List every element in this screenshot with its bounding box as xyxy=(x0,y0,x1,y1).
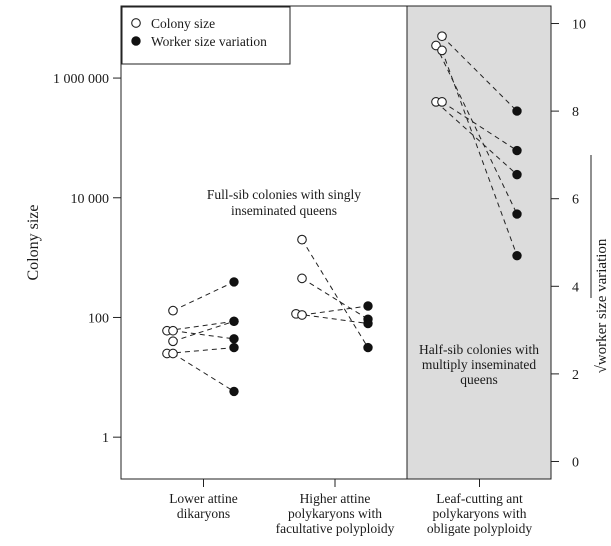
category-label: polykaryons with xyxy=(432,506,526,521)
connector-line xyxy=(301,239,369,348)
category-label: Leaf-cutting ant xyxy=(436,491,523,506)
worker-variation-point xyxy=(229,342,239,353)
connector-line xyxy=(441,101,518,151)
y-axis-title-right: √worker size variation xyxy=(594,238,610,373)
y-axis-title-left: Colony size xyxy=(25,205,42,281)
connector-line xyxy=(301,305,369,316)
y-left-tick-label: 100 xyxy=(88,311,109,326)
shaded-region xyxy=(407,6,551,479)
annotation-half-sib: multiply inseminated xyxy=(422,357,537,372)
connector-line xyxy=(172,353,235,392)
colony-size-point xyxy=(168,305,178,316)
legend-label: Worker size variation xyxy=(151,34,267,49)
axes: 1 100 10 000 1 000 000 0 2 4 6 8 10 xyxy=(53,5,586,487)
y-right-tick-label: 4 xyxy=(572,280,579,295)
connector-lines xyxy=(166,35,518,392)
legend-label: Colony size xyxy=(151,16,215,31)
worker-variation-point xyxy=(229,277,239,287)
category-label: facultative polyploidy xyxy=(276,521,395,536)
colony-size-point xyxy=(437,45,447,56)
connector-line xyxy=(166,320,235,332)
category-label: obligate polyploidy xyxy=(427,521,533,536)
legend-filled-circle-icon xyxy=(131,36,141,46)
y-right-tick-label: 2 xyxy=(572,368,579,383)
y-right-tick-label: 10 xyxy=(572,18,586,33)
worker-variation-point xyxy=(512,250,522,261)
y-right-tick-label: 0 xyxy=(572,455,579,470)
y-right-tick-label: 8 xyxy=(572,105,579,120)
colony-size-point xyxy=(437,97,447,107)
connector-line xyxy=(172,330,235,340)
connector-line xyxy=(172,320,235,342)
worker-variation-point xyxy=(229,316,239,327)
legend: Colony size Worker size variation xyxy=(121,6,291,65)
annotation-full-sib: Full-sib colonies with singly xyxy=(207,187,361,202)
colony-size-point xyxy=(297,273,307,284)
colony-size-point xyxy=(297,234,307,245)
connector-line xyxy=(435,101,518,175)
plot-frame xyxy=(120,5,552,480)
connector-line xyxy=(441,50,518,256)
worker-variation-point xyxy=(229,334,239,344)
worker-variation-point xyxy=(363,342,373,353)
connector-line xyxy=(172,281,235,312)
category-label: polykaryons with xyxy=(288,506,382,521)
worker-variation-point xyxy=(512,106,522,116)
connector-line xyxy=(301,277,369,320)
colony-size-point xyxy=(168,348,178,359)
worker-variation-point xyxy=(512,209,522,219)
connector-line xyxy=(166,347,235,354)
colony-size-point xyxy=(297,310,307,320)
data-points xyxy=(162,31,522,397)
category-label: dikaryons xyxy=(177,506,230,521)
connector-line xyxy=(295,313,369,325)
category-label: Lower attine xyxy=(169,491,238,506)
y-right-tick-label: 6 xyxy=(572,193,579,208)
y-left-tick-label: 10 000 xyxy=(71,192,110,207)
category-label: Higher attine xyxy=(300,491,371,506)
connector-line xyxy=(435,45,518,215)
labels: Colony size √worker size variation Lower a… xyxy=(25,155,610,536)
worker-variation-point xyxy=(512,169,522,180)
y-left-tick-label: 1 xyxy=(102,431,109,446)
y-left-tick-label: 1 000 000 xyxy=(53,72,109,87)
worker-variation-point xyxy=(229,386,239,397)
legend-open-circle-icon xyxy=(131,18,141,28)
colony-size-point xyxy=(168,325,178,336)
worker-variation-point xyxy=(512,145,522,156)
legend-box xyxy=(121,6,291,65)
colony-size-point xyxy=(168,336,178,347)
annotation-full-sib: inseminated queens xyxy=(231,203,337,218)
colony-size-point xyxy=(437,31,447,42)
worker-variation-point xyxy=(363,318,373,329)
annotation-half-sib: Half-sib colonies with xyxy=(419,342,539,357)
worker-variation-point xyxy=(363,301,373,311)
annotation-half-sib: queens xyxy=(460,372,498,387)
